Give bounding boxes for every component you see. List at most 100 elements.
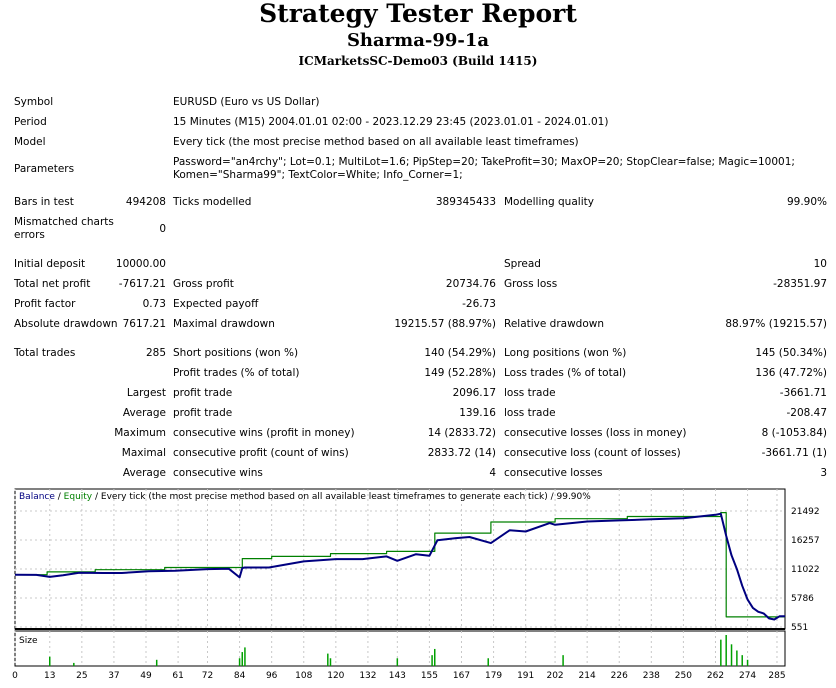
relative-drawdown-value: 88.97% (19215.57)	[725, 318, 827, 330]
x-tick-label: 108	[295, 671, 312, 681]
legend-equity: Equity	[64, 492, 93, 502]
maximal-consecutive-loss-label: consecutive loss (count of losses)	[504, 447, 681, 459]
ticks-label: Ticks modelled	[173, 196, 252, 208]
absolute-drawdown-value: 7617.21	[122, 318, 166, 330]
spread-label: Spread	[504, 258, 541, 270]
symbol-label: Symbol	[14, 96, 54, 108]
volume-size-label: Size	[19, 636, 38, 646]
y-tick-label: 551	[791, 623, 808, 633]
largest-profit-label: profit trade	[173, 387, 233, 399]
period-value: 15 Minutes (M15) 2004.01.01 02:00 - 2023…	[173, 116, 609, 128]
x-tick-label: 25	[76, 671, 87, 681]
maximal-consecutive-loss-value: -3661.71 (1)	[761, 447, 827, 459]
bars-value: 494208	[125, 196, 166, 208]
x-tick-label: 72	[202, 671, 213, 681]
net-profit-label: Total net profit	[14, 278, 91, 290]
short-positions-value: 140 (54.29%)	[424, 347, 496, 359]
expected-payoff-label: Expected payoff	[173, 298, 259, 310]
average-loss-label: loss trade	[504, 407, 556, 419]
gross-profit-label: Gross profit	[173, 278, 234, 290]
parameters-label: Parameters	[14, 163, 75, 175]
maximal-drawdown-label: Maximal drawdown	[173, 318, 275, 330]
parameters-line-2: Komen="Sharma99"; TextColor=White; Info_…	[173, 169, 463, 181]
average-label: Average	[122, 407, 166, 419]
x-tick-label: 226	[611, 671, 628, 681]
gross-loss-value: -28351.97	[773, 278, 827, 290]
x-tick-label: 191	[517, 671, 534, 681]
ticks-value: 389345433	[435, 196, 496, 208]
long-positions-label: Long positions (won %)	[504, 347, 627, 359]
average-profit-label: profit trade	[173, 407, 233, 419]
spread-value: 10	[813, 258, 827, 270]
x-tick-label: 214	[579, 671, 596, 681]
average-loss-value: -208.47	[786, 407, 827, 419]
y-tick-label: 16257	[791, 536, 820, 546]
profit-trades-value: 149 (52.28%)	[424, 367, 496, 379]
x-tick-label: 13	[44, 671, 55, 681]
average-consecutive-wins-label: consecutive wins	[173, 467, 263, 479]
quality-value: 99.90%	[786, 196, 827, 208]
total-trades-label: Total trades	[14, 347, 76, 359]
loss-trades-label: Loss trades (% of total)	[504, 367, 627, 379]
period-label: Period	[14, 116, 47, 128]
legend-separator: /	[55, 492, 64, 502]
mismatch-value: 0	[159, 223, 166, 235]
axis-layer: 551 5786 11022 16257 21492 0 13 25 37 49 61 72 84 96 1…	[12, 507, 820, 681]
average-profit-value: 139.16	[459, 407, 496, 419]
absolute-drawdown-label: Absolute drawdown	[14, 318, 118, 330]
parameters-line-1: Password="an4rchy"; Lot=0.1; MultiLot=1.…	[173, 156, 795, 168]
maximal-drawdown-value: 19215.57 (88.97%)	[394, 318, 496, 330]
largest-loss-value: -3661.71	[779, 387, 827, 399]
max-consecutive-losses-value: 8 (-1053.84)	[761, 427, 827, 439]
x-tick-label: 61	[172, 671, 183, 681]
profit-factor-value: 0.73	[142, 298, 166, 310]
mismatch-label: Mismatched charts errors	[14, 216, 114, 241]
x-tick-label: 132	[359, 671, 376, 681]
x-tick-label: 262	[707, 671, 724, 681]
x-tick-label: 179	[485, 671, 502, 681]
largest-profit-value: 2096.17	[452, 387, 496, 399]
profit-trades-label: Profit trades (% of total)	[173, 367, 300, 379]
x-tick-label: 238	[643, 671, 660, 681]
max-consecutive-wins-value: 14 (2833.72)	[427, 427, 496, 439]
volume-frame	[14, 630, 786, 667]
largest-label: Largest	[126, 387, 166, 399]
model-label: Model	[14, 136, 46, 148]
symbol-value: EURUSD (Euro vs US Dollar)	[173, 96, 320, 108]
gross-profit-value: 20734.76	[445, 278, 496, 290]
legend-balance: Balance	[19, 492, 55, 502]
long-positions-value: 145 (50.34%)	[755, 347, 827, 359]
x-tick-label: 84	[234, 671, 246, 681]
max-consecutive-wins-label: consecutive wins (profit in money)	[173, 427, 355, 439]
x-tick-label: 274	[739, 671, 756, 681]
relative-drawdown-label: Relative drawdown	[504, 318, 605, 330]
legend-description: / Every tick (the most precise method ba…	[92, 492, 591, 502]
x-tick-label: 96	[266, 671, 278, 681]
average-consecutive-losses-value: 3	[820, 467, 827, 479]
short-positions-label: Short positions (won %)	[173, 347, 299, 359]
x-tick-label: 202	[546, 671, 563, 681]
y-tick-label: 5786	[791, 594, 814, 604]
average-consecutive-losses-label: consecutive losses	[504, 467, 603, 479]
report-title: Strategy Tester Report	[259, 0, 577, 28]
average-consecutive-wins-value: 4	[489, 467, 496, 479]
x-tick-label: 0	[12, 671, 18, 681]
maximal-label: Maximal	[121, 447, 166, 459]
model-value: Every tick (the most precise method base…	[173, 136, 579, 148]
balance-line	[15, 512, 785, 618]
equity-line	[14, 512, 785, 621]
quality-label: Modelling quality	[504, 196, 594, 208]
net-profit-value: -7617.21	[118, 278, 166, 290]
gross-loss-label: Gross loss	[504, 278, 558, 290]
x-tick-label: 250	[675, 671, 692, 681]
expert-name: Sharma-99-1a	[346, 30, 490, 51]
total-trades-value: 285	[145, 347, 166, 359]
maximum-label: Maximum	[114, 427, 166, 439]
profit-factor-label: Profit factor	[14, 298, 76, 310]
x-tick-label: 143	[389, 671, 406, 681]
expected-payoff-value: -26.73	[462, 298, 496, 310]
bars-label: Bars in test	[14, 196, 74, 208]
marks-layer	[14, 512, 785, 666]
chart-svg: 551 5786 11022 16257 21492 0 13 25 37 49 61 72 84 96 1…	[12, 488, 820, 681]
x-tick-label: 37	[108, 671, 119, 681]
